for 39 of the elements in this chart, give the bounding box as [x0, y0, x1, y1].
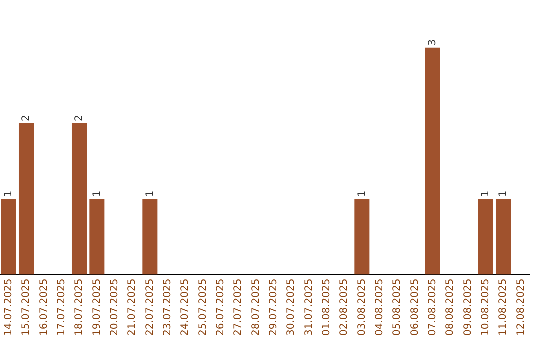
- x-tick-label: 26.07.2025: [215, 278, 226, 336]
- data-label: 1: [498, 190, 510, 198]
- data-label: 1: [92, 190, 103, 198]
- x-tick-label: 06.08.2025: [410, 278, 421, 336]
- data-label: 2: [74, 115, 86, 122]
- x-tick-label: 20.07.2025: [109, 278, 120, 336]
- x-tick-label: 07.08.2025: [427, 278, 438, 336]
- x-tick-label: 31.07.2025: [304, 278, 315, 336]
- x-tick-label: 27.07.2025: [233, 278, 244, 336]
- data-label: 3: [427, 39, 438, 46]
- x-tick-label: 12.08.2025: [516, 278, 527, 336]
- x-tick-label: 23.07.2025: [162, 278, 174, 336]
- x-tick-label: 15.07.2025: [21, 278, 32, 336]
- data-label: 1: [3, 190, 14, 198]
- x-tick-label: 25.07.2025: [198, 278, 209, 336]
- x-tick-label: 03.08.2025: [356, 278, 368, 336]
- data-label: 2: [21, 115, 32, 122]
- x-tick-label: 10.08.2025: [480, 278, 492, 336]
- x-tick-label: 28.07.2025: [250, 278, 262, 336]
- x-tick-label: 29.07.2025: [268, 278, 280, 336]
- data-label: 1: [144, 190, 156, 198]
- x-tick-label: 30.07.2025: [286, 278, 298, 336]
- x-tick-label: 08.08.2025: [445, 278, 456, 336]
- x-tick-label: 09.08.2025: [462, 278, 474, 336]
- data-label: 1: [356, 190, 368, 198]
- x-tick-label: 14.07.2025: [3, 278, 14, 336]
- x-tick-label: 21.07.2025: [127, 278, 138, 336]
- x-tick-label: 02.08.2025: [339, 278, 350, 336]
- x-tick-label: 01.08.2025: [321, 278, 332, 336]
- x-tick-label: 24.07.2025: [180, 278, 192, 336]
- x-tick-label: 18.07.2025: [74, 278, 86, 336]
- x-tick-label: 17.07.2025: [56, 278, 68, 336]
- x-tick-label: 22.07.2025: [144, 278, 156, 336]
- x-tick-label: 11.08.2025: [498, 278, 510, 336]
- x-tick-label: 05.08.2025: [392, 278, 404, 336]
- x-tick-label: 16.07.2025: [38, 278, 50, 336]
- data-label: 1: [480, 190, 492, 198]
- x-tick-label: 19.07.2025: [92, 278, 103, 336]
- x-tick-label: 04.08.2025: [374, 278, 386, 336]
